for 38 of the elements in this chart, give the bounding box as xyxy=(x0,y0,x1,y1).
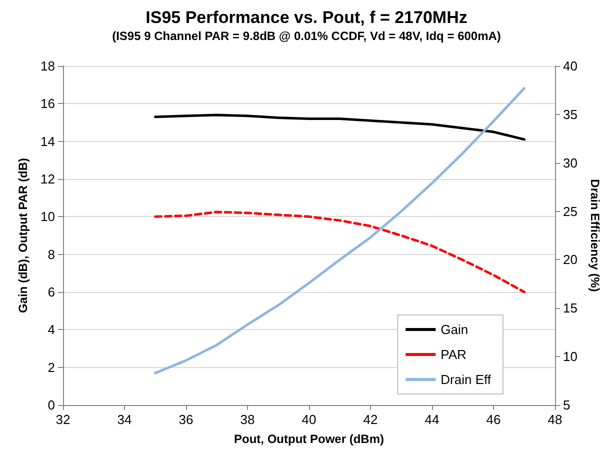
y-tick-label: 18 xyxy=(40,58,55,74)
y-tick-label: 2 xyxy=(48,360,55,375)
legend-label: Drain Eff xyxy=(440,372,492,387)
chart-title: IS95 Performance vs. Pout, f = 2170MHz xyxy=(146,8,468,27)
y-tick-label: 0 xyxy=(48,398,55,412)
x-tick-label: 48 xyxy=(548,412,562,427)
y-axis-title: Gain (dB), Output PAR (dB) xyxy=(16,158,30,314)
legend-label: Gain xyxy=(440,322,468,337)
x-tick-label: 46 xyxy=(486,412,501,427)
y2-tick-label: 20 xyxy=(563,252,578,268)
x-tick-label: 36 xyxy=(178,412,194,427)
y-tick-label: 6 xyxy=(48,284,55,300)
y2-tick-label: 30 xyxy=(563,155,578,170)
legend-label: PAR xyxy=(440,347,466,362)
chart-subtitle: (IS95 9 Channel PAR = 9.8dB @ 0.01% CCDF, Vd = 48V, Idq = 600mA) xyxy=(112,29,501,43)
y-tick-label: 8 xyxy=(48,246,55,262)
line-series xyxy=(154,210,526,294)
y2-tick-label: 10 xyxy=(563,349,578,364)
y2-tick-label: 35 xyxy=(563,106,578,122)
x-tick-label: 40 xyxy=(302,412,316,427)
y2-axis-title: Drain Efficiency (%) xyxy=(588,179,602,292)
line-series xyxy=(154,87,526,374)
x-tick-label: 42 xyxy=(363,412,378,427)
y-tick-label: 10 xyxy=(40,209,55,224)
line-series xyxy=(154,114,526,141)
y2-tick-label: 25 xyxy=(563,204,578,219)
x-tick-label: 44 xyxy=(424,412,440,427)
y2-tick-label: 40 xyxy=(563,58,578,74)
y2-tick-label: 5 xyxy=(563,398,570,412)
y-tick-label: 14 xyxy=(40,134,55,149)
y-tick-label: 4 xyxy=(48,322,55,338)
x-tick-label: 32 xyxy=(56,412,70,427)
x-tick-label: 34 xyxy=(117,412,132,427)
x-tick-label: 38 xyxy=(240,412,255,427)
y-tick-label: 12 xyxy=(40,172,55,186)
y2-tick-label: 15 xyxy=(563,300,578,316)
y-tick-label: 16 xyxy=(40,96,55,112)
x-axis-title: Pout, Output Power (dBm) xyxy=(234,432,384,446)
